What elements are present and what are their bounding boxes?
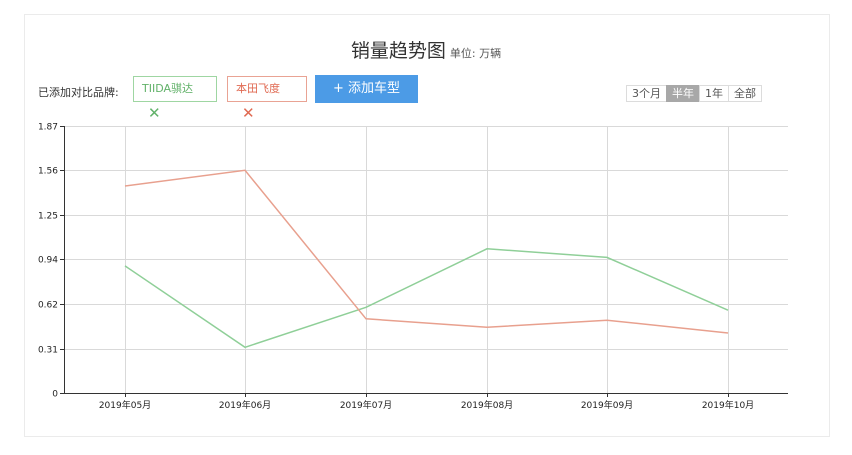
x-tick-label: 2019年09月 bbox=[581, 399, 633, 411]
brand-tag-label: TIIDA骐达 bbox=[142, 82, 194, 95]
series-line bbox=[124, 169, 729, 334]
series-line bbox=[124, 248, 729, 349]
y-tick-label: 1.25 bbox=[38, 212, 58, 222]
x-tick-label: 2019年07月 bbox=[340, 399, 392, 411]
brand-tag-tiida[interactable]: TIIDA骐达 ✕ bbox=[133, 76, 217, 122]
time-range-selector: 3个月 半年 1年 全部 bbox=[626, 85, 762, 102]
y-tick-label: 1.87 bbox=[38, 123, 58, 133]
chart-title: 销量趋势图 bbox=[350, 40, 446, 62]
x-tick-label: 2019年08月 bbox=[461, 399, 513, 411]
y-tick-label: 0 bbox=[52, 390, 58, 400]
y-tick-label: 1.56 bbox=[38, 167, 58, 177]
brand-tag-label: 本田飞度 bbox=[236, 82, 280, 95]
add-model-button[interactable]: + 添加车型 bbox=[315, 75, 418, 103]
x-tick-label: 2019年10月 bbox=[702, 399, 754, 411]
unit-label: 单位: 万辆 bbox=[449, 47, 502, 60]
title-row: 销量趋势图 单位: 万辆 bbox=[0, 36, 852, 63]
y-tick-label: 0.94 bbox=[38, 256, 58, 266]
x-tick-label: 2019年06月 bbox=[219, 399, 271, 411]
y-tick-label: 0.31 bbox=[38, 346, 58, 356]
range-3-months[interactable]: 3个月 bbox=[626, 85, 667, 102]
range-all[interactable]: 全部 bbox=[728, 85, 762, 102]
range-half-year[interactable]: 半年 bbox=[666, 85, 700, 102]
brand-tag-honda-fit[interactable]: 本田飞度 ✕ bbox=[227, 76, 307, 122]
close-icon[interactable]: ✕ bbox=[242, 104, 255, 122]
compare-brands-label: 已添加对比品牌: bbox=[38, 86, 119, 99]
x-tick-label: 2019年05月 bbox=[99, 399, 151, 411]
y-tick-label: 0.62 bbox=[38, 301, 58, 311]
close-icon[interactable]: ✕ bbox=[148, 104, 161, 122]
